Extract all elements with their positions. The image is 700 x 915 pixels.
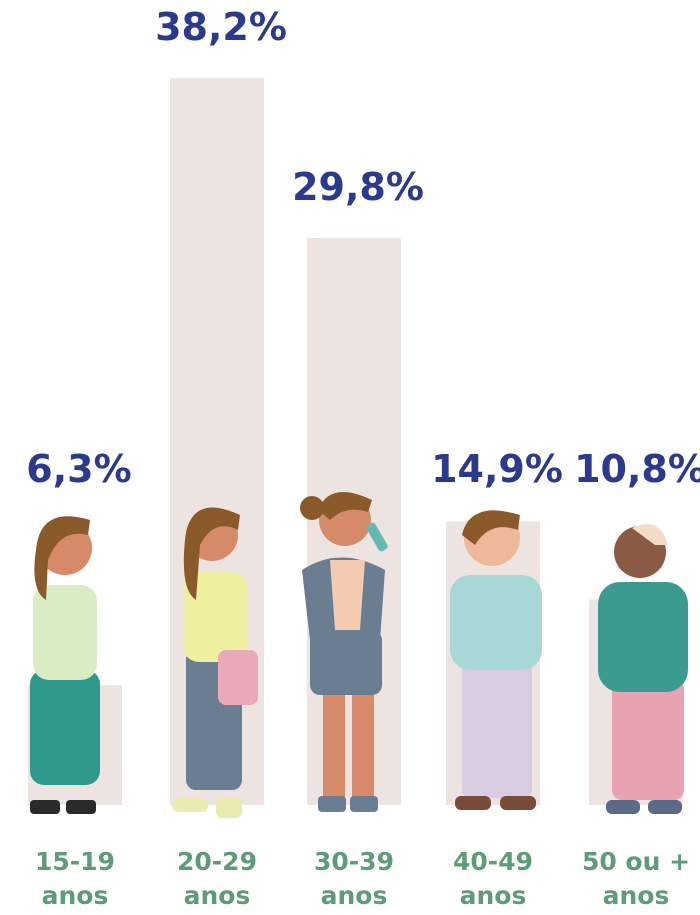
- value-label: 6,3%: [26, 447, 131, 491]
- value-label: 10,8%: [574, 447, 700, 491]
- person: [450, 510, 542, 810]
- person: [172, 507, 258, 818]
- illustrations: [30, 492, 688, 818]
- x-tick-label: 20-29 anos: [177, 847, 257, 910]
- value-labels: 6,3% 38,2% 29,8% 14,9% 10,8%: [26, 5, 700, 491]
- x-tick-label: 15-19 anos: [35, 847, 115, 910]
- value-label: 38,2%: [155, 5, 287, 49]
- x-tick-label: 50 ou + anos: [581, 847, 691, 910]
- person: [598, 524, 688, 814]
- value-label: 14,9%: [431, 447, 563, 491]
- x-tick-label: 40-49 anos: [453, 847, 533, 910]
- x-tick-label: 30-39 anos: [314, 847, 394, 910]
- person: [30, 516, 100, 814]
- person: [300, 492, 388, 812]
- value-label: 29,8%: [292, 165, 424, 209]
